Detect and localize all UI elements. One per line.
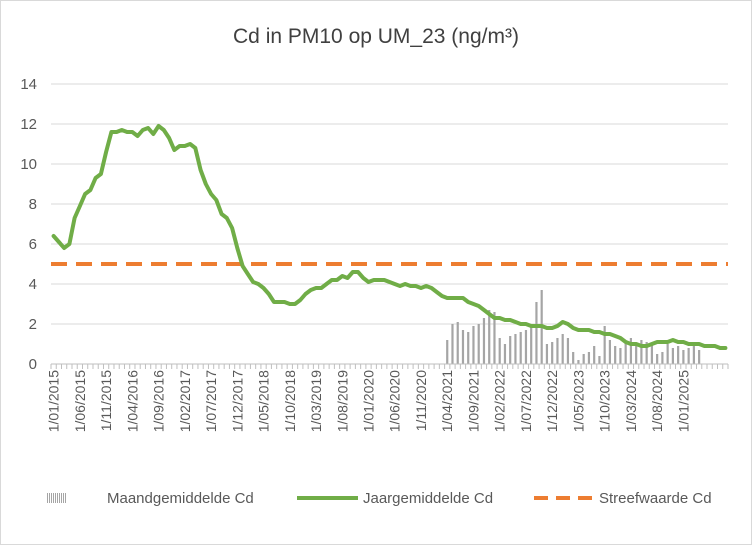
monthly-bar [629,338,633,364]
chart-title: Cd in PM10 op UM_23 (ng/m³) [233,25,519,48]
monthly-bars [446,290,701,364]
x-tick-label: 1/11/2020 [413,370,429,431]
y-tick-label: 12 [20,116,37,133]
monthly-bar [598,356,601,364]
x-tick-label: 1/02/2017 [177,370,193,432]
gridlines [51,83,728,325]
monthly-bar [456,322,459,364]
x-tick-label: 1/04/2021 [439,370,455,432]
monthly-bar [645,342,648,364]
monthly-bar [503,344,507,364]
legend: Maandgemiddelde Cd Jaargemiddelde Cd Stree… [47,490,712,507]
monthly-bar [666,344,669,364]
monthly-bar [498,338,501,364]
monthly-bar [661,352,664,364]
x-tick-label: 1/06/2020 [387,370,403,432]
monthly-bar [482,318,486,364]
monthly-bar [477,324,480,364]
x-tick-label: 1/10/2018 [282,370,298,432]
monthly-bar [577,360,580,364]
legend-label-monthly: Maandgemiddelde Cd [107,490,254,507]
monthly-bar [582,354,585,364]
monthly-bar [656,354,659,364]
monthly-bar [692,346,695,364]
x-tick-label: 1/07/2022 [518,370,534,432]
monthly-bar [467,332,470,364]
monthly-bar [545,344,549,364]
x-tick-label: 1/02/2022 [492,370,508,432]
x-tick-label: 1/05/2018 [256,370,272,432]
monthly-bar [566,338,570,364]
monthly-bar [671,348,674,364]
monthly-bar [524,330,528,364]
monthly-bar [677,346,680,364]
x-tick-label: 1/08/2019 [334,370,350,432]
monthly-bar [551,342,554,364]
monthly-bar [488,310,491,364]
monthly-bar [493,312,496,364]
annual-line-path [51,124,728,350]
x-axis-ticks: 1/01/2015 1/06/2015 1/11/2015 1/04/2016 1/09… [46,364,729,432]
x-tick-label: 1/01/2020 [361,370,377,432]
monthly-bar [614,346,617,364]
monthly-bar [635,344,638,364]
x-tick-label: 1/09/2016 [151,370,167,432]
monthly-bar [530,324,533,364]
monthly-bar [514,334,517,364]
monthly-bar [650,344,654,364]
monthly-bar [461,330,465,364]
y-tick-label: 8 [29,196,37,213]
x-tick-label: 1/08/2024 [649,370,665,432]
annual-line [51,124,728,350]
y-tick-label: 2 [29,316,37,333]
monthly-bar [624,342,627,364]
x-tick-label: 1/07/2017 [203,370,219,432]
legend-label-target: Streefwaarde Cd [599,490,712,507]
x-tick-label: 1/09/2021 [465,370,481,432]
x-tick-label: 1/12/2017 [229,370,245,432]
monthly-bar [556,338,559,364]
x-tick-label: 1/11/2015 [98,370,114,431]
y-tick-label: 4 [29,276,37,293]
y-tick-label: 0 [29,356,37,373]
monthly-bar [519,332,522,364]
monthly-bar [619,348,622,364]
x-tick-label: 1/04/2016 [124,370,140,432]
monthly-bar [593,346,596,364]
monthly-bar [451,324,454,364]
monthly-bar [472,326,475,364]
monthly-bar [640,340,643,364]
monthly-bar [587,352,591,364]
monthly-bar [603,326,606,364]
monthly-bar [687,348,690,364]
legend-label-annual: Jaargemiddelde Cd [363,490,493,507]
x-tick-label: 1/10/2023 [597,370,613,432]
x-tick-label: 1/03/2024 [623,370,639,432]
x-tick-label: 1/01/2025 [675,370,691,432]
x-tick-label: 1/05/2023 [570,370,586,432]
legend-swatch-monthly [47,493,66,503]
monthly-bar [561,334,564,364]
x-tick-label: 1/12/2022 [544,370,560,432]
monthly-bar [535,302,538,364]
x-tick-label: 1/03/2019 [308,370,324,432]
monthly-bar [446,340,449,364]
monthly-bar [572,352,575,364]
x-tick-label: 1/06/2015 [72,370,88,432]
monthly-bar [698,350,701,364]
y-tick-label: 14 [20,76,37,93]
y-tick-label: 6 [29,236,37,253]
monthly-bar [509,336,512,364]
monthly-bar [608,340,612,364]
y-axis-ticks: 0 2 4 6 8 10 12 14 [20,76,37,373]
x-tick-label: 1/01/2015 [46,370,62,432]
monthly-bar [682,350,685,364]
y-tick-label: 10 [20,156,37,173]
